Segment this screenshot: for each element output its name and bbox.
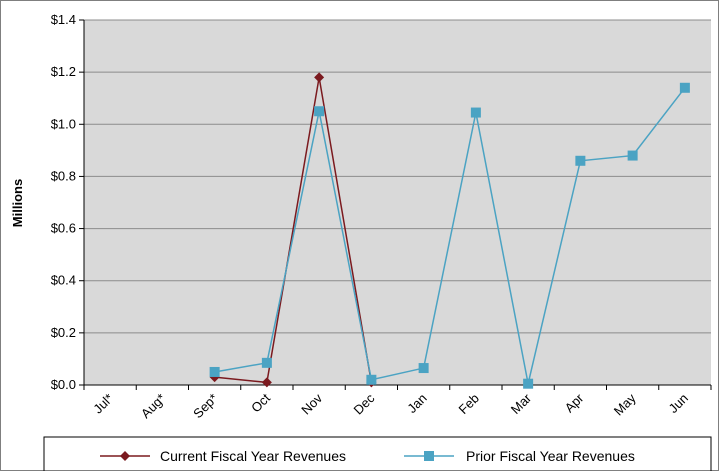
series [209,72,690,389]
legend-label-current: Current Fiscal Year Revenues [160,448,346,464]
legend-box [43,436,712,472]
y-axis-title: Millions [10,179,25,227]
data-point [418,363,429,374]
y-tick-label: $0.2 [51,325,76,340]
x-axis-ticks: Jul* Aug* Sep* Oct Nov Dec Jan Feb Mar Apr May Jun [83,384,712,421]
data-point [314,106,325,117]
y-tick-label: $0.6 [51,221,76,236]
series-current [209,72,377,388]
data-point [523,378,534,389]
y-tick-label: $0.0 [51,377,76,392]
series-prior [209,82,690,389]
legend-marker-prior [424,451,434,461]
legend: Current Fiscal Year Revenues Prior Fisca… [43,436,712,472]
y-axis-ticks: $0.0 $0.2 $0.4 $0.6 $0.8 $1.0 $1.2 $1.4 [51,12,85,392]
data-point [261,357,272,368]
y-tick-label: $1.0 [51,116,76,131]
y-tick-label: $1.4 [51,12,76,27]
y-tick-label: $0.8 [51,168,76,183]
legend-label-prior: Prior Fiscal Year Revenues [466,448,635,464]
data-point [209,366,220,377]
legend-marker-current [120,451,130,461]
y-tick-label: $0.4 [51,273,76,288]
data-point [366,374,377,385]
series-line [214,87,686,384]
data-point [261,377,272,388]
series-line [214,77,373,384]
data-point [679,82,690,93]
data-point [575,155,586,166]
data-point [627,150,638,161]
data-point [470,107,481,118]
plot-area [84,20,711,385]
y-tick-label: $1.2 [51,64,76,79]
data-point [314,72,325,83]
